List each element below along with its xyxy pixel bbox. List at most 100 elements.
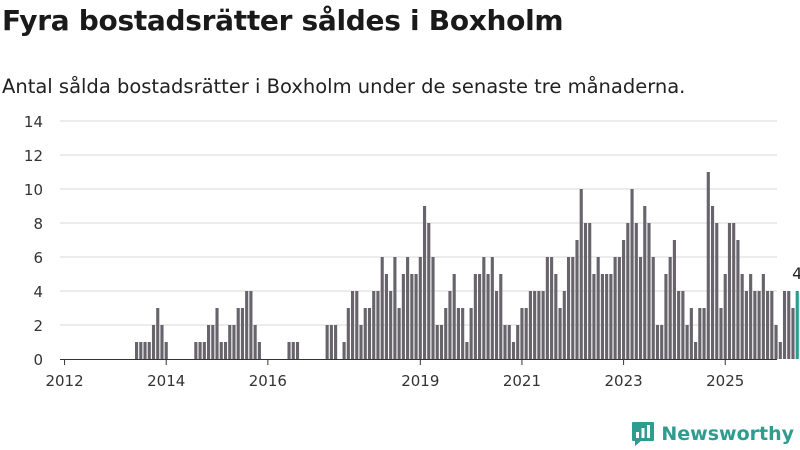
- bar: [562, 291, 566, 359]
- bar: [651, 257, 655, 359]
- bar: [164, 342, 168, 359]
- bar: [444, 308, 448, 359]
- bar: [782, 291, 787, 359]
- bar: [647, 223, 651, 359]
- bar: [533, 291, 537, 359]
- bar: [253, 325, 257, 359]
- brand-name: Newsworthy: [661, 423, 794, 445]
- bar: [202, 342, 206, 359]
- bar: [626, 223, 630, 359]
- bar: [791, 308, 795, 359]
- bar: [583, 223, 588, 359]
- bar-chart: 0 2 4 6 8 10 12 14 4 2012 2014 2016 2019 2021 2023 2025: [24, 113, 800, 390]
- bar: [439, 325, 444, 359]
- bar: [452, 274, 456, 359]
- bar: [490, 257, 494, 359]
- bar: [655, 325, 660, 359]
- newsworthy-logo[interactable]: Newsworthy: [631, 420, 794, 448]
- bar: [240, 308, 245, 359]
- bar: [609, 274, 613, 359]
- axes: 0 2 4 6 8 10 12 14 4 2012 2014 2016 2019 2021 2023 2025: [24, 113, 800, 390]
- bar: [719, 308, 723, 359]
- y-tick-label: 6: [33, 249, 43, 267]
- bar: [634, 223, 638, 359]
- bar: [685, 325, 689, 359]
- bar: [736, 240, 740, 359]
- bar: [372, 291, 376, 359]
- bar: [135, 342, 139, 359]
- bar: [219, 342, 223, 359]
- highlight-value-label: 4: [792, 264, 800, 283]
- bar: [287, 342, 291, 359]
- bar: [558, 308, 562, 359]
- bar: [524, 308, 528, 359]
- bar: [499, 274, 503, 359]
- bar: [617, 257, 621, 359]
- bar: [710, 206, 715, 359]
- bar: [494, 291, 499, 359]
- bar: [355, 291, 359, 359]
- chart-subtitle: Antal sålda bostadsrätter i Boxholm unde…: [2, 75, 686, 98]
- bar: [469, 308, 473, 359]
- y-tick-label: 8: [33, 215, 43, 233]
- bar: [516, 325, 520, 359]
- x-tick-label: 2012: [45, 372, 83, 390]
- bar: [228, 325, 232, 359]
- bar: [622, 240, 626, 359]
- bar: [545, 257, 549, 359]
- bar: [346, 308, 350, 359]
- bar: [257, 342, 261, 359]
- bar: [571, 257, 575, 359]
- bar: [206, 325, 211, 359]
- bar: [245, 291, 249, 359]
- bar: [732, 223, 736, 359]
- bar: [334, 325, 338, 359]
- bar: [660, 325, 664, 359]
- bar: [511, 342, 516, 359]
- bar: [194, 342, 198, 359]
- bar: [427, 223, 431, 359]
- bar: [232, 325, 236, 359]
- x-tick-label: 2019: [401, 372, 439, 390]
- bar: [761, 274, 765, 359]
- bar: [702, 308, 706, 359]
- bar: [249, 291, 253, 359]
- bar: [473, 274, 477, 359]
- bar: [630, 189, 634, 359]
- bar: [503, 325, 507, 359]
- y-tick-label: 4: [33, 283, 43, 301]
- y-tick-label: 14: [24, 113, 43, 131]
- bar: [151, 325, 156, 359]
- y-tick-label: 0: [33, 351, 43, 369]
- bar: [727, 223, 732, 359]
- bar: [139, 342, 143, 359]
- bar: [215, 308, 219, 359]
- bar: [236, 308, 240, 359]
- bar: [223, 342, 228, 359]
- bar: [638, 257, 643, 359]
- bar: [478, 274, 482, 359]
- bar: [422, 206, 427, 359]
- bar: [435, 325, 439, 359]
- y-tick-label: 10: [24, 181, 43, 199]
- chart-title: Fyra bostadsrätter såldes i Boxholm: [2, 4, 564, 37]
- bar: [461, 308, 465, 359]
- bar: [588, 223, 592, 359]
- bar: [664, 274, 668, 359]
- bar: [406, 257, 410, 359]
- bar: [537, 291, 541, 359]
- bar: [579, 189, 583, 359]
- bar: [465, 342, 469, 359]
- bar: [295, 342, 300, 359]
- bar: [528, 291, 532, 359]
- bar: [757, 291, 761, 359]
- x-tick-label: 2014: [147, 372, 185, 390]
- bar: [753, 291, 757, 359]
- bar: [778, 342, 782, 359]
- bar: [143, 342, 147, 359]
- bar: [156, 308, 160, 359]
- bar: [325, 325, 329, 359]
- bar: [507, 325, 511, 359]
- bar: [550, 257, 554, 359]
- bar: [401, 274, 405, 359]
